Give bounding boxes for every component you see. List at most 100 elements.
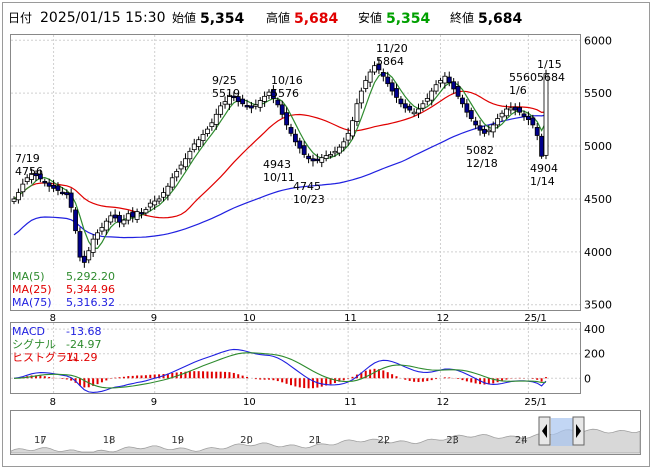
annotation-line1: 1/15	[537, 58, 562, 71]
price-tick-label: 5500	[584, 87, 612, 100]
candle	[213, 108, 219, 130]
annotation-line1: 4943	[263, 158, 291, 171]
macd-x-tick-label: 12	[436, 397, 449, 408]
candle	[301, 141, 307, 158]
candle	[86, 246, 92, 264]
candle	[284, 107, 289, 130]
candle	[402, 99, 408, 113]
legend-macd-name: MACD	[12, 325, 45, 338]
annotation-line2: 5864	[376, 55, 404, 68]
annotation-line1: 5560	[509, 71, 537, 84]
candle	[297, 137, 303, 154]
candle	[341, 137, 347, 152]
candle	[473, 116, 479, 130]
low-value: 5,354	[386, 11, 431, 27]
x-tick-label: 9	[151, 313, 157, 324]
candle	[429, 87, 435, 106]
candle	[420, 100, 426, 112]
annotation-line1: 11/20	[376, 42, 408, 55]
candle	[121, 214, 127, 228]
close-label: 終値	[450, 10, 474, 25]
chevron-left-icon	[542, 424, 547, 438]
candle	[271, 85, 276, 104]
candle	[249, 101, 254, 114]
header-bar: 日付 2025/01/15 15:30 始値 5,354 高値 5,684 安値…	[8, 10, 523, 27]
candle	[143, 206, 149, 216]
candle	[306, 153, 311, 164]
macd-panel: 400 200 0 MACD -13.68 シグナル -24.97 ヒストグラム 1…	[10, 322, 605, 394]
candle	[174, 168, 180, 182]
candle	[455, 81, 461, 100]
x-tick-label: 8	[50, 313, 56, 324]
open-value: 5,354	[200, 11, 245, 27]
macd-x-tick-label: 10	[243, 397, 256, 408]
overview-range-window[interactable]	[551, 418, 573, 446]
candle	[407, 103, 413, 113]
legend-ma25-name: MA(25)	[12, 283, 52, 296]
price-tick-label: 5000	[584, 140, 612, 153]
candle	[416, 103, 421, 119]
legend-signal-value: -24.97	[66, 338, 101, 351]
annotation-line1: 5082	[466, 144, 494, 157]
candle	[539, 133, 545, 159]
candle	[218, 102, 224, 118]
price-tick-label: 3500	[584, 299, 612, 312]
candle	[279, 100, 285, 119]
annotation-line1: 10/16	[271, 74, 303, 87]
candle	[165, 183, 171, 201]
chevron-right-icon	[576, 424, 581, 438]
candle	[187, 147, 193, 164]
high-label: 高値	[266, 10, 290, 25]
candle	[68, 188, 74, 213]
annotation-line2: 1/14	[530, 175, 555, 188]
candle	[227, 91, 232, 110]
date-label: 日付	[8, 11, 32, 25]
candle	[460, 94, 465, 108]
candle	[262, 91, 268, 107]
x-tick-label: 10	[243, 313, 256, 324]
overview-tick-label: 24	[515, 435, 528, 446]
macd-tick-label: 0	[584, 372, 591, 385]
candle	[152, 195, 158, 210]
open-label: 始値	[172, 10, 196, 25]
annotation-line2: 5519	[212, 87, 240, 100]
macd-x-tick-label: 9	[151, 397, 157, 408]
legend-ma5-value: 5,292.20	[66, 270, 115, 283]
datetime-value: 2025/01/15 15:30	[40, 10, 166, 26]
legend-ma75-value: 5,316.32	[66, 296, 115, 309]
candle	[350, 116, 355, 140]
candle	[323, 150, 329, 162]
candle	[464, 99, 470, 118]
candle	[543, 69, 549, 160]
annotation-line2: 10/11	[263, 171, 295, 184]
overview-left-handle[interactable]	[538, 416, 551, 446]
candle	[288, 123, 294, 137]
macd-x-tick-label: 11	[344, 397, 357, 408]
candle	[433, 80, 439, 95]
legend-ma25-value: 5,344.96	[66, 283, 115, 296]
close-value: 5,684	[478, 11, 523, 27]
annotation-line2: 5576	[271, 87, 299, 100]
candle	[73, 207, 78, 234]
candle	[117, 211, 122, 228]
macd-tick-label: 400	[584, 323, 605, 336]
overview-right-handle[interactable]	[572, 416, 585, 446]
candle	[11, 196, 17, 205]
x-tick-label: 12	[436, 313, 449, 324]
annotation-line1: 7/19	[15, 152, 40, 165]
annotation-line1: 4745	[293, 180, 321, 193]
legend-ma5-name: MA(5)	[12, 270, 45, 283]
candle	[169, 173, 175, 191]
macd-tick-label: 200	[584, 348, 605, 361]
candle	[521, 110, 527, 121]
candle	[134, 208, 140, 223]
price-tick-label: 4500	[584, 193, 612, 206]
candle	[380, 68, 386, 82]
candle	[398, 96, 404, 108]
low-label: 安値	[358, 10, 382, 25]
overview-tick-label: 21	[309, 435, 322, 446]
candle	[477, 120, 483, 136]
overview-navigator[interactable]: 17 18 19 20 21 22 23 24	[10, 410, 641, 455]
candle	[389, 79, 395, 96]
